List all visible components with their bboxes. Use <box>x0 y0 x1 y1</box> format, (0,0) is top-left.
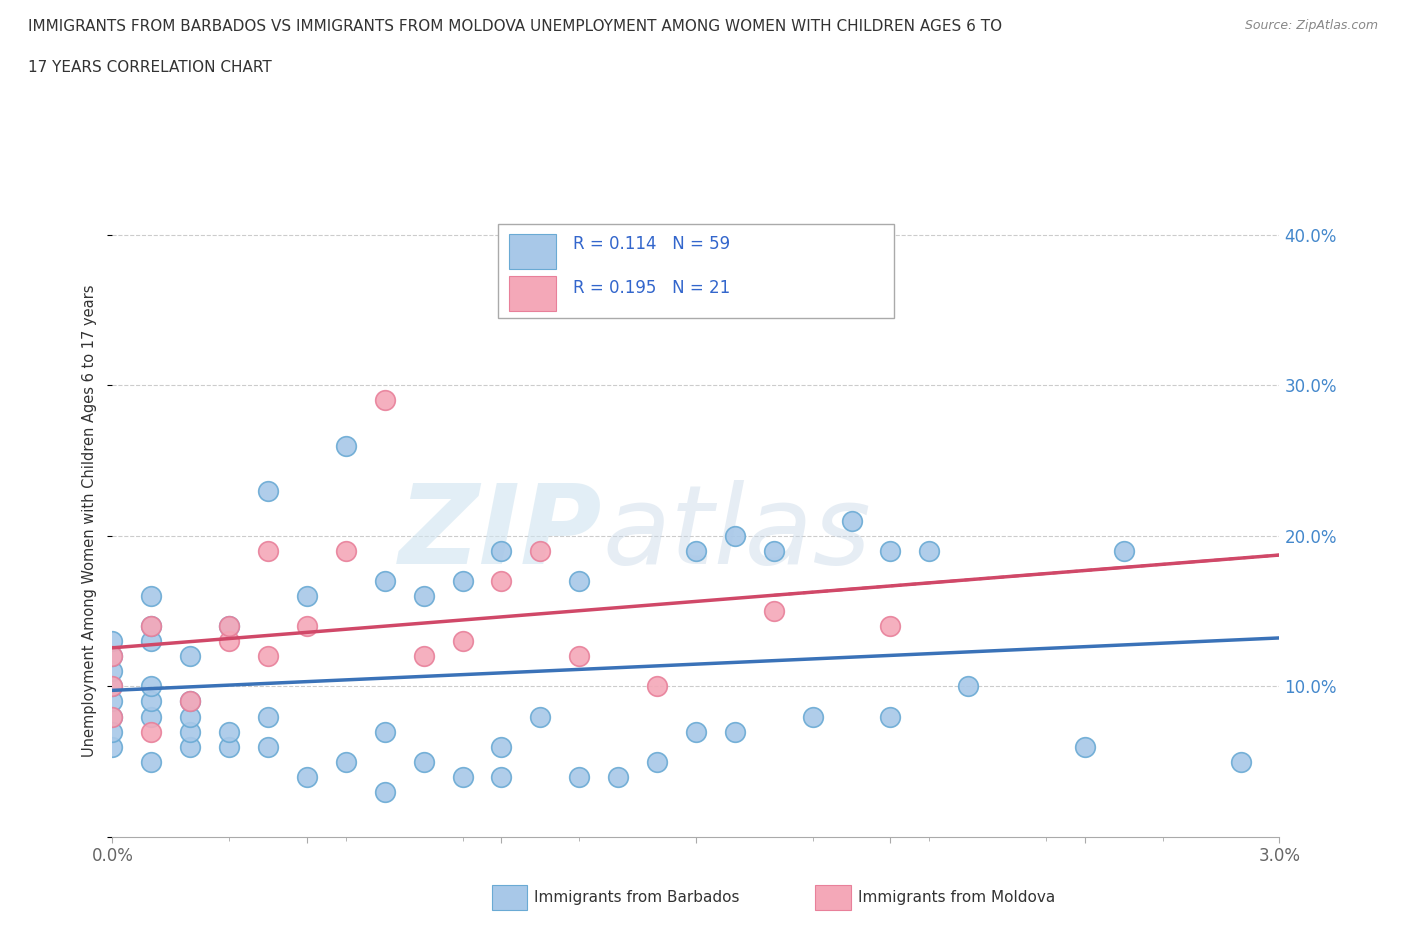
Point <box>179 694 201 709</box>
Point <box>412 589 434 604</box>
Point <box>918 543 941 558</box>
Point <box>529 543 551 558</box>
Point <box>257 709 280 724</box>
Point <box>685 543 707 558</box>
Point <box>374 724 396 739</box>
Point <box>257 649 280 664</box>
Point <box>841 513 863 528</box>
Point <box>335 754 357 769</box>
Point <box>179 724 201 739</box>
Point <box>1112 543 1135 558</box>
Point <box>529 709 551 724</box>
Point <box>257 543 280 558</box>
Point <box>1229 754 1251 769</box>
Point <box>374 784 396 799</box>
Point <box>491 574 513 589</box>
Text: 17 YEARS CORRELATION CHART: 17 YEARS CORRELATION CHART <box>28 60 271 75</box>
Text: R = 0.195   N = 21: R = 0.195 N = 21 <box>574 279 731 297</box>
Point <box>141 589 163 604</box>
Point <box>179 694 201 709</box>
Point <box>101 709 124 724</box>
Point <box>218 739 240 754</box>
Point <box>335 543 357 558</box>
Point <box>879 543 901 558</box>
Point <box>607 769 630 784</box>
Point <box>257 484 280 498</box>
FancyBboxPatch shape <box>498 223 894 318</box>
Text: Immigrants from Barbados: Immigrants from Barbados <box>534 890 740 905</box>
Point <box>412 649 434 664</box>
Point <box>374 392 396 407</box>
Point <box>101 739 124 754</box>
Point <box>141 754 163 769</box>
Point <box>141 679 163 694</box>
Y-axis label: Unemployment Among Women with Children Ages 6 to 17 years: Unemployment Among Women with Children A… <box>82 285 97 757</box>
Point <box>141 618 163 633</box>
Point <box>879 709 901 724</box>
Point <box>724 724 747 739</box>
Point <box>568 574 591 589</box>
Text: ZIP: ZIP <box>399 480 603 587</box>
Text: atlas: atlas <box>603 480 872 587</box>
Point <box>491 769 513 784</box>
Point <box>645 754 668 769</box>
Point <box>957 679 980 694</box>
Point <box>685 724 707 739</box>
Point <box>101 694 124 709</box>
Point <box>101 724 124 739</box>
Point <box>568 649 591 664</box>
Point <box>101 679 124 694</box>
Point <box>374 574 396 589</box>
Point <box>101 664 124 679</box>
Point <box>218 634 240 649</box>
Point <box>101 634 124 649</box>
Point <box>179 649 201 664</box>
Point <box>762 604 785 618</box>
Point <box>724 528 747 543</box>
Point <box>491 739 513 754</box>
Point <box>101 649 124 664</box>
Point <box>101 649 124 664</box>
Point <box>762 543 785 558</box>
Point <box>179 709 201 724</box>
Point <box>801 709 824 724</box>
Point <box>335 438 357 453</box>
Point <box>101 679 124 694</box>
Point <box>451 634 474 649</box>
Text: IMMIGRANTS FROM BARBADOS VS IMMIGRANTS FROM MOLDOVA UNEMPLOYMENT AMONG WOMEN WIT: IMMIGRANTS FROM BARBADOS VS IMMIGRANTS F… <box>28 19 1002 33</box>
Point <box>295 769 318 784</box>
Point <box>218 724 240 739</box>
Point <box>645 679 668 694</box>
Bar <box>509 234 555 269</box>
Point <box>141 618 163 633</box>
Text: Immigrants from Moldova: Immigrants from Moldova <box>858 890 1054 905</box>
Point <box>257 739 280 754</box>
Point <box>218 618 240 633</box>
Point <box>141 709 163 724</box>
Point <box>1074 739 1097 754</box>
Point <box>179 739 201 754</box>
Point <box>141 694 163 709</box>
Text: R = 0.114   N = 59: R = 0.114 N = 59 <box>574 235 731 254</box>
Point <box>101 709 124 724</box>
Point <box>295 618 318 633</box>
Point <box>295 589 318 604</box>
Point <box>491 543 513 558</box>
Bar <box>509 276 555 311</box>
Point <box>141 634 163 649</box>
Point <box>451 574 474 589</box>
Point <box>451 769 474 784</box>
Point <box>412 754 434 769</box>
Point <box>568 769 591 784</box>
Point <box>218 618 240 633</box>
Text: Source: ZipAtlas.com: Source: ZipAtlas.com <box>1244 19 1378 32</box>
Point <box>879 618 901 633</box>
Point <box>141 724 163 739</box>
